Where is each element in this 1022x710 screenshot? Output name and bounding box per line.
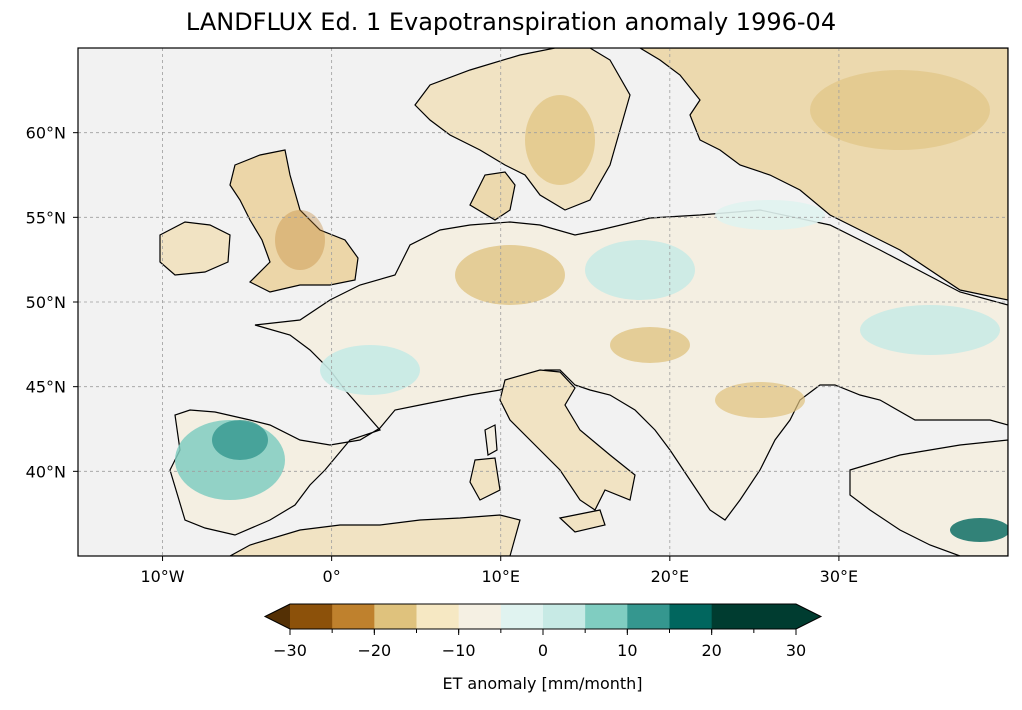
colorbar-extend-min: [265, 604, 290, 629]
colorbar-segment: [627, 604, 670, 629]
lon-tick-label: 10°W: [140, 567, 184, 586]
lon-tick-label: 0°: [323, 567, 341, 586]
land-italy: [499, 369, 636, 511]
patch-iberia-wet-core: [212, 420, 268, 460]
colorbar-segment: [543, 604, 586, 629]
land-ireland: [159, 221, 231, 276]
chart-title: LANDFLUX Ed. 1 Evapotranspiration anomal…: [185, 8, 837, 36]
colorbar: −30 −20 −10 0 10 20 30: [263, 603, 823, 660]
land-denmark: [469, 171, 516, 221]
lon-tick-label: 20°E: [651, 567, 689, 586]
colorbar-segment: [374, 604, 417, 629]
colorbar-segment: [711, 604, 755, 629]
land-continental-europe: [169, 209, 1008, 536]
patch-romania-dry: [715, 382, 805, 418]
colorbar-segment: [332, 604, 375, 629]
colorbar-tick-label: −20: [357, 641, 391, 660]
colorbar-segment: [669, 604, 713, 629]
colorbar-tick-label: −30: [273, 641, 307, 660]
colorbar-tick-label: 30: [786, 641, 806, 660]
lat-tick-labels: 40°N 45°N 50°N 55°N 60°N: [26, 124, 78, 481]
land-great-britain: [229, 149, 359, 293]
patch-russia-dry: [810, 70, 990, 150]
colorbar-segment: [753, 604, 797, 629]
lon-tick-label: 30°E: [820, 567, 858, 586]
patch-turkey-wet: [950, 518, 1008, 542]
land-layer: [159, 48, 1008, 556]
land-north-africa: [229, 514, 521, 556]
patch-baltics-wet: [715, 200, 825, 230]
patch-ukraine-wet: [860, 305, 1000, 355]
colorbar-extend-max: [796, 604, 821, 629]
patch-hungary-dry: [610, 327, 690, 363]
lat-tick-label: 55°N: [26, 208, 66, 227]
patch-france-wet: [320, 345, 420, 395]
land-sardinia: [469, 457, 501, 501]
colorbar-tick-label: 10: [617, 641, 637, 660]
patch-poland-wet: [585, 240, 695, 300]
lat-tick-label: 40°N: [26, 462, 66, 481]
anomaly-patches: [175, 70, 1008, 542]
colorbar-segment: [458, 604, 502, 629]
land-sicily: [558, 509, 606, 533]
patch-britain-dry: [275, 210, 325, 270]
colorbar-tick-label: −10: [442, 641, 476, 660]
land-corsica: [484, 424, 498, 456]
lat-tick-label: 45°N: [26, 378, 66, 397]
colorbar-segment: [416, 604, 460, 629]
lon-tick-labels: 10°W 0° 10°E 20°E 30°E: [140, 556, 858, 586]
patch-sweden-dry: [525, 95, 595, 185]
colorbar-tick-label: 20: [701, 641, 721, 660]
colorbar-segment: [585, 604, 628, 629]
colorbar-segment: [290, 604, 333, 629]
lon-tick-label: 10°E: [481, 567, 519, 586]
lat-tick-label: 50°N: [26, 293, 66, 312]
colorbar-tick-label: 0: [538, 641, 548, 660]
lat-tick-label: 60°N: [26, 124, 66, 143]
patch-germany-dry: [455, 245, 565, 305]
colorbar-segment: [500, 604, 544, 629]
graticule: [78, 48, 1008, 556]
map-plot-area: [78, 48, 1008, 556]
colorbar-label: ET anomaly [mm/month]: [442, 674, 643, 693]
